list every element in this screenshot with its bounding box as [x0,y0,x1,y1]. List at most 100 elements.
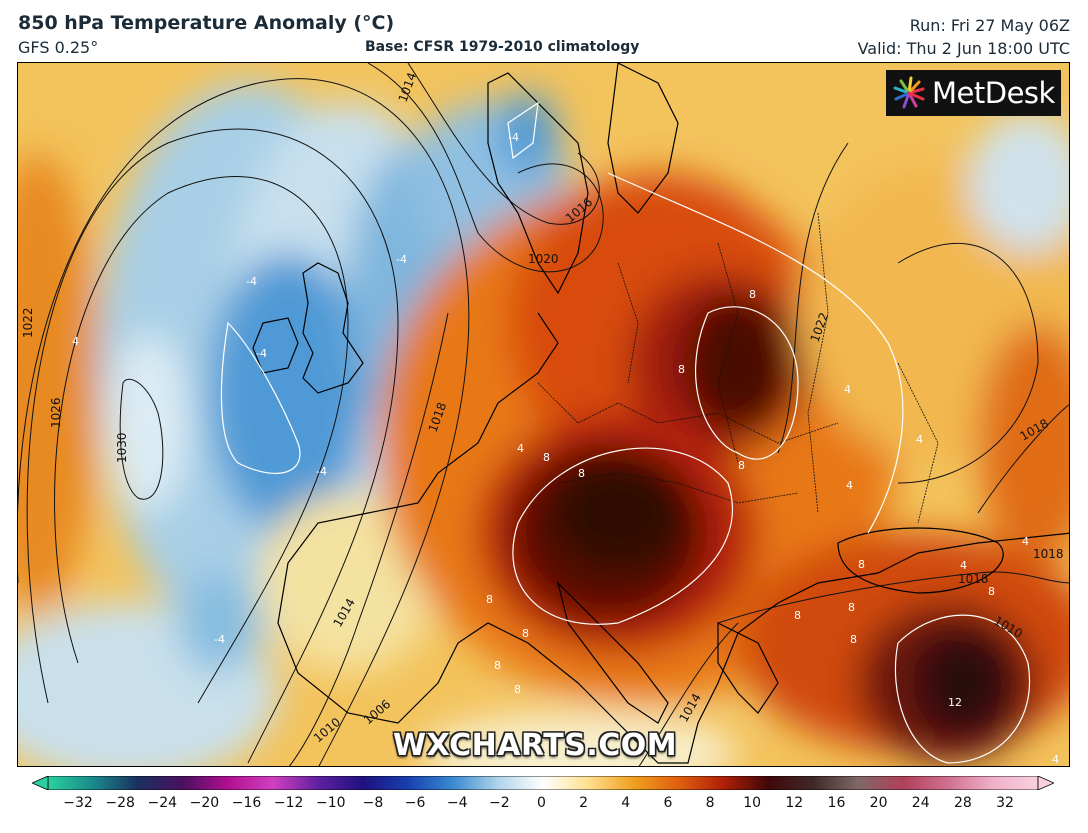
valid-time-label: Valid: Thu 2 Jun 18:00 UTC [857,39,1070,58]
colorbar-max-arrow [1037,776,1054,790]
coastline [302,262,364,394]
colorbar-tick-label: 0 [537,795,546,811]
colorbar-tick-label: −8 [362,795,384,811]
contour [512,447,733,625]
anomaly-label: -4 [396,253,407,266]
border [897,362,939,524]
anomaly-label: 8 [578,467,585,480]
isobar [638,622,739,766]
colorbar [32,776,1054,790]
anomaly-label: 8 [514,683,521,696]
isobar-label: 1022 [21,307,35,338]
anomaly-label: 8 [494,659,501,672]
anomaly-label: 8 [858,558,865,571]
anomaly-label: 4 [1022,535,1029,548]
colorbar-tick-label: 24 [911,795,930,811]
country-borders [537,212,939,524]
colorbar-tick-label: 28 [953,795,972,811]
anomaly-label: -4 [246,275,257,288]
colorbar-tick-label: −28 [105,795,135,811]
coastline [837,527,1004,594]
coastline [252,317,299,374]
border [617,262,639,384]
coastline [556,581,669,724]
isobar [367,63,604,273]
anomaly-label: 8 [486,593,493,606]
contour [894,614,1031,764]
colorbar-tick-label: −16 [231,795,262,811]
coastline [717,622,779,714]
colorbar-tick-label: −4 [446,795,468,811]
anomaly-contours [220,101,1031,764]
colorbar-tick-label: 32 [996,795,1014,811]
isobar [288,312,449,766]
isobar [407,63,600,225]
coastline [277,312,1069,764]
anomaly-label: 12 [948,696,962,709]
colorbar-tick-label: 20 [869,795,888,811]
anomaly-label: -4 [214,633,225,646]
anomaly-label: 4 [960,559,967,572]
isobar [977,403,1069,514]
colorbar-tick-label: 16 [827,795,846,811]
border [807,212,829,514]
colorbar-tick-label: −32 [63,795,93,811]
coastline [487,72,589,295]
isobar [777,142,849,454]
colorbar-tick-label: −20 [189,795,220,811]
anomaly-label: 8 [794,609,801,622]
anomaly-label: 4 [844,383,851,396]
anomaly-label: 8 [850,633,857,646]
colorbar-min-arrow [32,776,49,790]
chart-title: 850 hPa Temperature Anomaly (°C) [18,12,395,34]
isobar-label: 1018 [1033,547,1064,561]
border [557,472,799,504]
anomaly-label: 8 [988,585,995,598]
isobar-label: 1030 [115,432,129,463]
wxcharts-watermark: WXCHARTS.COM [393,728,678,763]
border [717,242,739,464]
anomaly-field [18,83,1069,766]
colorbar-tick-label: 10 [743,795,762,811]
isobar-lines [18,63,1069,766]
anomaly-label: 4 [916,433,923,446]
anomaly-label: 4 [846,479,853,492]
isobar [26,128,399,764]
anomaly-label: 8 [848,601,855,614]
colorbar-tick-label: 12 [785,795,804,811]
starburst-icon [893,76,925,109]
anomaly-label: 4 [72,335,79,348]
colorbar-tick-label: 4 [621,795,631,811]
contour [607,172,904,534]
anomaly-label: 8 [522,627,529,640]
run-time-label: Run: Fri 27 May 06Z [909,16,1070,35]
colorbar-tick-label: −2 [489,795,510,811]
anomaly-label: -4 [256,347,267,360]
isobar [54,176,349,704]
isobar [18,78,470,766]
colorbar-tick-labels: −32 −28 −24 −20 −16 −12 −10 −8 −6 −4 −2 0 2 4 6 8 10 12 16… [0,795,1088,819]
anomaly-label: 8 [749,288,756,301]
anomaly-label: 8 [543,451,550,464]
contour [507,101,539,160]
anomaly-label-group: -4 -4 -4 -4 -4 -4 4 4 8 8 8 8 8 8 8 8 8 … [72,131,1059,766]
colorbar-tick-label: 6 [663,795,673,811]
isobar [119,378,164,500]
model-label: GFS 0.25° [18,38,99,57]
climatology-base-label: Base: CFSR 1979-2010 climatology [365,39,640,55]
contour [694,306,799,460]
colorbar-tick-label: 2 [579,795,589,811]
anomaly-label: -4 [508,131,519,144]
anomaly-map[interactable]: 1014 1016 1020 1022 1026 1030 1018 1014 … [17,62,1070,767]
anomaly-label: 8 [738,459,745,472]
anomaly-label: 4 [517,442,524,455]
anomaly-label: 8 [678,363,685,376]
map-canvas: 1014 1016 1020 1022 1026 1030 1018 1014 … [18,63,1069,766]
isobar [717,571,1069,624]
colorbar-tick-label: −6 [404,795,426,811]
colorbar-tick-label: −10 [316,795,346,811]
anomaly-label: 4 [1052,753,1059,766]
isobar-label: 1018 [958,572,989,586]
isobar [897,243,1039,484]
colorbar-tick-label: −24 [147,795,178,811]
